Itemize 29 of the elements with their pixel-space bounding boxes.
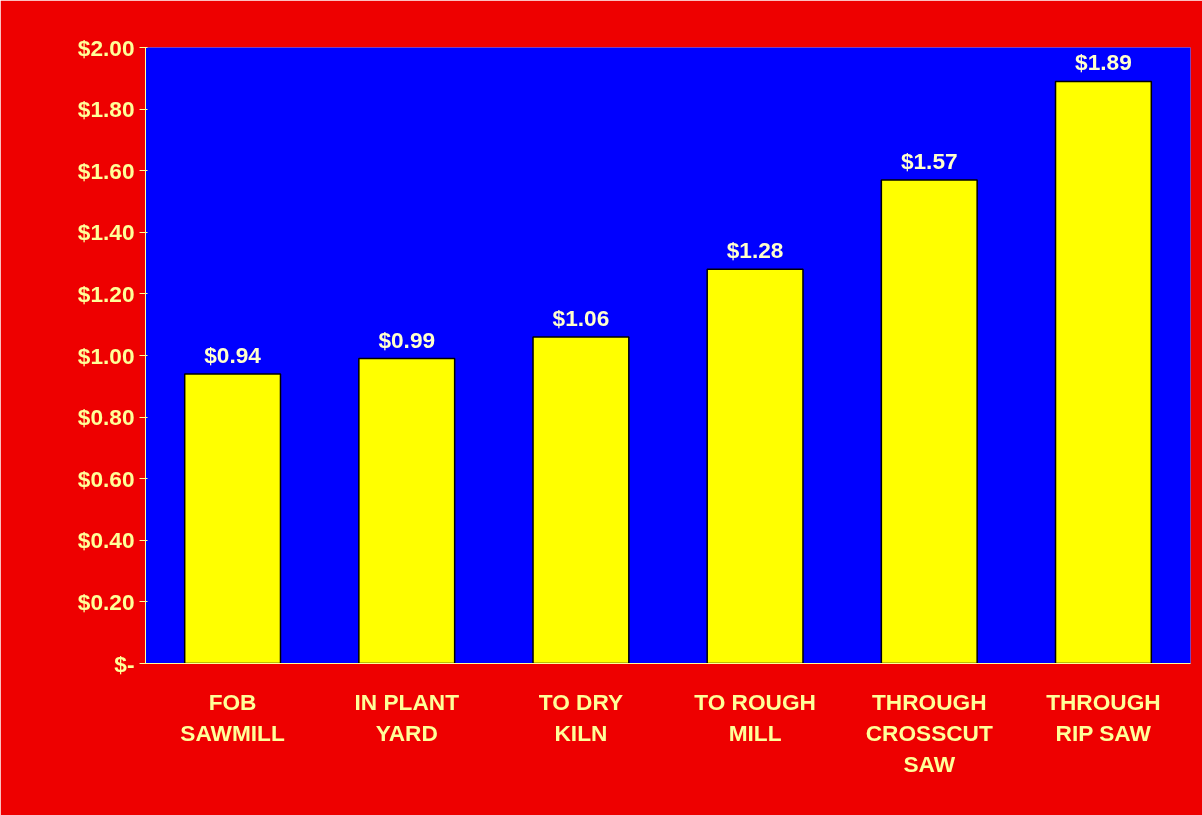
y-tick-label: $0.40 bbox=[77, 527, 135, 554]
bar bbox=[358, 357, 456, 664]
bar bbox=[1054, 80, 1153, 664]
bar bbox=[532, 336, 630, 664]
data-label: $1.57 bbox=[900, 147, 958, 174]
x-tick-label: TO DRY KILN bbox=[538, 688, 624, 746]
y-tick-label: $1.40 bbox=[77, 219, 135, 246]
data-label: $1.28 bbox=[726, 237, 784, 264]
x-tick-label: FOB SAWMILL bbox=[180, 688, 285, 746]
data-label: $0.99 bbox=[378, 326, 436, 353]
data-label: $0.94 bbox=[204, 341, 262, 368]
y-tick-label: $1.60 bbox=[77, 157, 135, 184]
bar bbox=[706, 268, 804, 664]
x-tick-label: THROUGH CROSSCUT SAW bbox=[865, 688, 993, 777]
data-label: $1.06 bbox=[552, 305, 610, 332]
bar bbox=[880, 179, 978, 664]
y-tick-label: $1.80 bbox=[77, 96, 135, 123]
y-tick-label: $1.00 bbox=[77, 342, 135, 369]
x-tick-label: THROUGH RIP SAW bbox=[1046, 688, 1161, 746]
bar bbox=[183, 373, 282, 664]
x-tick-label: TO ROUGH MILL bbox=[694, 688, 816, 746]
y-tick-label: $2.00 bbox=[77, 34, 135, 61]
y-tick-label: $0.80 bbox=[77, 404, 135, 431]
x-tick-label: IN PLANT YARD bbox=[354, 688, 460, 746]
data-label: $1.89 bbox=[1075, 49, 1132, 76]
y-tick-label: $0.60 bbox=[77, 465, 135, 492]
y-tick-label: $0.20 bbox=[77, 588, 135, 615]
y-tick-label: $- bbox=[114, 650, 135, 677]
y-tick-label: $1.20 bbox=[77, 280, 135, 307]
